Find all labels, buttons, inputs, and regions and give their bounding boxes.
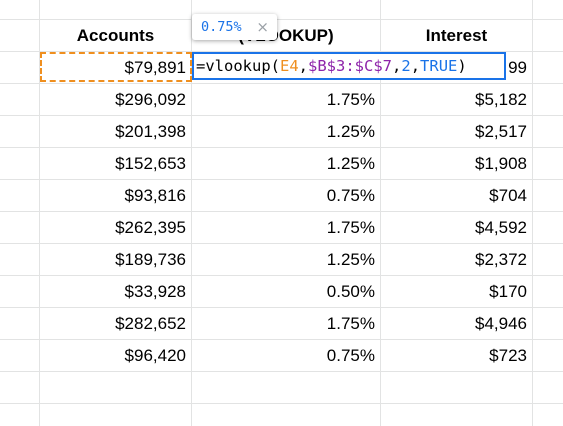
- account-cell[interactable]: $93,816: [124, 186, 186, 205]
- column-divider: [380, 0, 381, 426]
- account-cell[interactable]: $189,736: [115, 250, 186, 269]
- interest-cell[interactable]: 99: [508, 58, 527, 77]
- rate-cell[interactable]: 1.25%: [326, 122, 375, 141]
- interest-cell[interactable]: $723: [489, 346, 527, 365]
- interest-cell[interactable]: $1,908: [475, 154, 527, 173]
- row-divider: [0, 51, 563, 52]
- formula-separator: ,: [298, 57, 309, 75]
- column-divider: [191, 0, 192, 426]
- formula-editor[interactable]: =vlookup(E4,$B$3:$C$7,2,TRUE): [192, 52, 506, 80]
- account-cell[interactable]: $262,395: [115, 218, 186, 237]
- account-cell[interactable]: $96,420: [124, 346, 186, 365]
- row-divider: [0, 307, 563, 308]
- column-divider: [532, 0, 533, 426]
- rate-cell[interactable]: 0.50%: [326, 282, 375, 301]
- row-divider: [0, 371, 563, 372]
- interest-cell[interactable]: $170: [489, 282, 527, 301]
- rate-cell[interactable]: 0.75%: [326, 186, 375, 205]
- referenced-cell-highlight: [40, 52, 192, 82]
- header-accounts[interactable]: Accounts: [76, 26, 155, 45]
- rate-cell[interactable]: 1.75%: [326, 90, 375, 109]
- row-divider: [0, 403, 563, 404]
- interest-cell[interactable]: $2,517: [475, 122, 527, 141]
- formula-arg-cell-ref: E4: [280, 57, 299, 75]
- row-divider: [0, 115, 563, 116]
- formula-separator: ,: [392, 57, 402, 75]
- row-divider: [0, 339, 563, 340]
- account-cell[interactable]: $201,398: [115, 122, 186, 141]
- formula-arg-range-ref: $B$3:$C$7: [308, 57, 393, 75]
- interest-cell[interactable]: $5,182: [475, 90, 527, 109]
- formula-separator: ,: [410, 57, 421, 75]
- rate-cell[interactable]: 1.75%: [326, 218, 375, 237]
- rate-cell[interactable]: 1.75%: [326, 314, 375, 333]
- row-divider: [0, 19, 563, 20]
- rate-cell[interactable]: 1.25%: [326, 154, 375, 173]
- interest-cell[interactable]: $2,372: [475, 250, 527, 269]
- formula-result-tooltip: 0.75% ×: [192, 14, 277, 40]
- row-divider: [0, 211, 563, 212]
- row-divider: [0, 179, 563, 180]
- interest-cell[interactable]: $4,592: [475, 218, 527, 237]
- row-divider: [0, 147, 563, 148]
- interest-cell[interactable]: $4,946: [475, 314, 527, 333]
- header-interest[interactable]: Interest: [425, 26, 488, 45]
- formula-arg-boolean: TRUE: [420, 57, 458, 75]
- account-cell[interactable]: $296,092: [115, 90, 186, 109]
- formula-suffix: ): [457, 57, 467, 75]
- tooltip-value: 0.75%: [201, 19, 242, 35]
- interest-cell[interactable]: $704: [489, 186, 527, 205]
- row-divider: [0, 243, 563, 244]
- formula-arg-index: 2: [401, 57, 411, 75]
- formula-prefix: =vlookup(: [196, 57, 280, 75]
- close-icon[interactable]: ×: [256, 18, 269, 36]
- account-cell[interactable]: $79,891: [124, 58, 186, 77]
- account-cell[interactable]: $152,653: [115, 154, 186, 173]
- account-cell[interactable]: $282,652: [115, 314, 186, 333]
- rate-cell[interactable]: 0.75%: [326, 346, 375, 365]
- row-divider: [0, 83, 563, 84]
- account-cell[interactable]: $33,928: [124, 282, 186, 301]
- column-divider: [39, 0, 40, 426]
- rate-cell[interactable]: 1.25%: [326, 250, 375, 269]
- row-divider: [0, 275, 563, 276]
